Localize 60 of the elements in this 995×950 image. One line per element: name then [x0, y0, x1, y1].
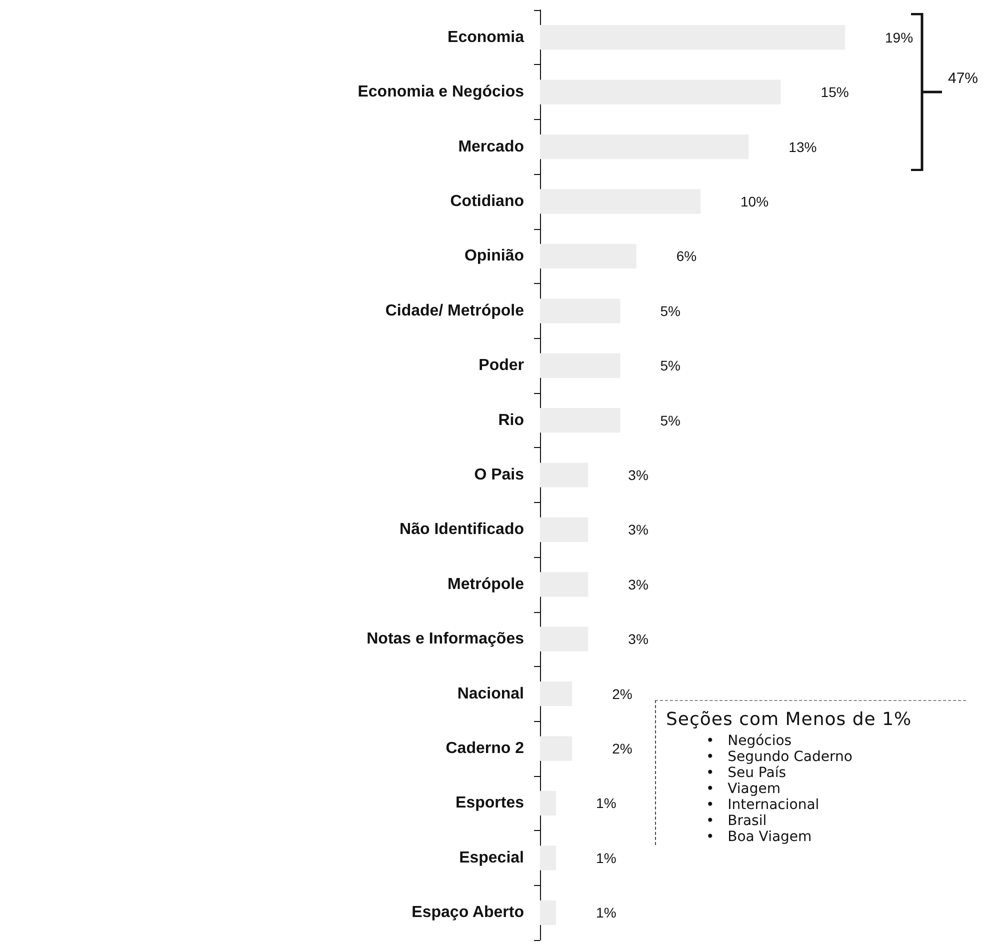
bar — [540, 682, 572, 706]
annotation: • Boa Viagem — [706, 829, 813, 845]
y-tick-label: O Pais — [474, 466, 524, 484]
bar — [540, 25, 845, 50]
y-tick-label: Espaço Aberto — [412, 904, 524, 922]
data-label: 6% — [676, 248, 697, 264]
y-tick-label: Cidade/ Metrópole — [385, 302, 524, 320]
bar — [540, 626, 588, 652]
annotation: • Internacional — [706, 797, 820, 813]
annotation: Seções com Menos de 1% — [666, 709, 913, 731]
y-tick-label: Opinião — [464, 248, 524, 265]
data-label: 1% — [596, 904, 616, 921]
data-label: 1% — [596, 795, 616, 812]
bar — [540, 517, 588, 542]
bar — [540, 900, 556, 925]
y-tick-label: Nacional — [457, 685, 524, 702]
annotation: • Segundo Caderno — [706, 749, 854, 765]
data-label: 13% — [788, 138, 817, 155]
bar — [540, 572, 588, 597]
y-tick-label: Metrópole — [448, 576, 524, 593]
data-label: 3% — [628, 467, 648, 483]
annotation: • Negócios — [706, 733, 793, 749]
bar — [540, 462, 588, 488]
bar — [540, 790, 556, 816]
bar — [540, 298, 620, 324]
bar — [540, 134, 749, 160]
bar — [540, 189, 701, 214]
data-label: 19% — [885, 29, 914, 46]
data-label: 1% — [596, 850, 616, 866]
y-tick-label: Economia e Negócios — [358, 84, 524, 101]
data-label: 3% — [628, 576, 648, 592]
data-label: 3% — [628, 631, 648, 648]
data-label: 15% — [820, 84, 849, 100]
y-tick-label: Notas e Informações — [366, 630, 524, 648]
data-label: 5% — [660, 412, 680, 428]
data-label: 5% — [660, 302, 680, 319]
data-label: 2% — [612, 740, 632, 757]
data-label: 2% — [612, 686, 632, 702]
bar — [540, 408, 620, 433]
y-tick-label: Esportes — [456, 794, 524, 812]
annotation: • Seu País — [706, 765, 788, 781]
y-tick-label: Mercado — [458, 138, 524, 156]
y-tick-label: Economia — [448, 28, 524, 46]
y-tick-label: Não Identificado — [400, 521, 524, 538]
y-tick-label: Poder — [478, 357, 524, 374]
y-tick-label: Cotidiano — [450, 192, 524, 210]
text: 47% — [948, 70, 978, 88]
bar — [540, 846, 556, 870]
bar — [540, 736, 572, 761]
annotation: • Brasil — [706, 813, 768, 829]
bar — [540, 244, 636, 268]
data-label: 10% — [740, 193, 769, 210]
y-tick-label: Rio — [498, 412, 524, 429]
bar — [540, 353, 620, 378]
y-tick-label: Caderno 2 — [446, 740, 524, 758]
data-label: 5% — [660, 358, 680, 374]
y-tick-label: Especial — [459, 849, 524, 866]
data-label: 3% — [628, 522, 648, 538]
annotation: • Viagem — [706, 781, 782, 797]
bar — [540, 80, 781, 104]
